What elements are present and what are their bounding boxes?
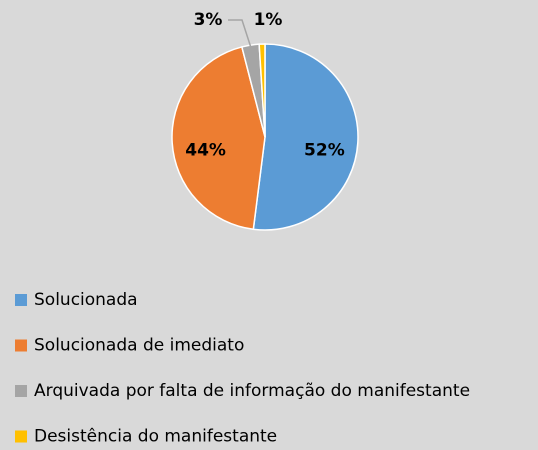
data-label: 52% (304, 141, 345, 161)
legend-label: Solucionada de imediato (34, 336, 244, 356)
legend-label: Arquivada por falta de informação do man… (34, 381, 470, 401)
pie-slice (258, 43, 266, 138)
pie-slice (252, 43, 359, 231)
pie-slice (171, 46, 266, 231)
legend-swatch (15, 294, 27, 306)
leader-line (228, 19, 252, 48)
legend-label: Desistência do manifestante (34, 427, 277, 447)
data-label: 1% (254, 10, 283, 30)
legend-swatch (15, 339, 27, 352)
data-label: 44% (185, 141, 226, 161)
legend-label: Solucionada (34, 290, 138, 310)
legend-swatch (15, 430, 27, 443)
data-label: 3% (194, 10, 223, 30)
legend-swatch (15, 385, 27, 397)
